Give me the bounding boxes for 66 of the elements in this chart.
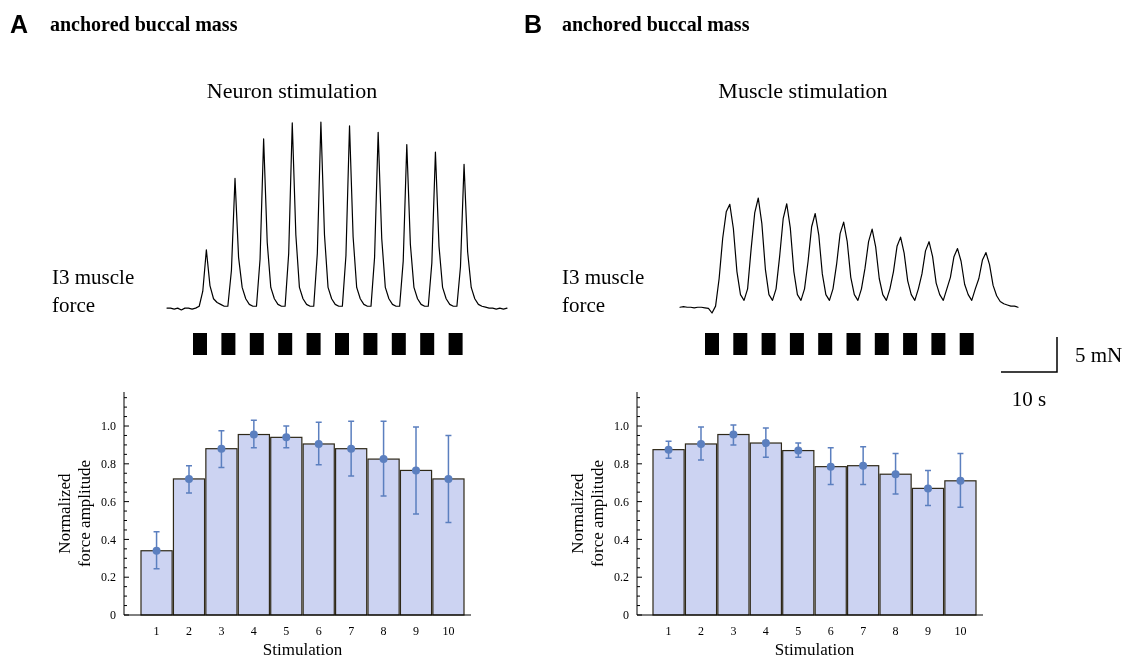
- y-axis-title: I3 muscle force: [52, 265, 135, 317]
- point: [794, 446, 803, 455]
- point: [924, 484, 932, 493]
- x-tick-label: 8: [380, 624, 387, 638]
- y-tick-label: 0.4: [614, 532, 629, 547]
- y-axis-title: Normalized force amplitude: [568, 459, 607, 568]
- text: anchored buccal mass: [562, 13, 750, 35]
- point: [664, 445, 673, 454]
- x-tick-label: 5: [283, 624, 290, 638]
- x-tick-label: 7: [348, 624, 355, 638]
- x-tick-label: 1: [665, 624, 672, 638]
- chart-title: Neuron stimulation: [206, 78, 378, 103]
- point: [152, 546, 161, 555]
- y-tick-label: 0: [110, 608, 116, 623]
- text: anchored buccal mass: [50, 13, 238, 35]
- y-axis-title: Normalized force amplitude: [55, 459, 94, 568]
- point: [891, 470, 900, 479]
- text: 5 mN: [1075, 343, 1123, 367]
- x-tick-label: 6: [827, 624, 834, 638]
- point: [282, 433, 291, 442]
- y-tick-label: 0.6: [614, 494, 629, 509]
- x-tick-label: 4: [250, 624, 257, 638]
- point: [217, 444, 226, 453]
- x-axis-title: Stimulation: [774, 640, 855, 658]
- x-tick-label: 9: [413, 624, 419, 638]
- x-tick-label: 6: [315, 624, 322, 638]
- x-tick-label: 2: [186, 624, 192, 638]
- x-tick-label: 3: [730, 624, 737, 638]
- x-axis-title: Stimulation: [262, 640, 343, 658]
- x-tick-label: 1: [153, 624, 160, 638]
- x-tick-label: 10: [442, 624, 455, 638]
- chart-title: Muscle stimulation: [718, 78, 888, 103]
- point: [412, 466, 420, 475]
- text: 10 s: [1011, 387, 1047, 411]
- x-tick-label: 10: [954, 624, 967, 638]
- point: [826, 462, 835, 471]
- point: [379, 455, 388, 464]
- y-tick-label: 0.8: [614, 457, 629, 472]
- x-tick-label: 7: [860, 624, 867, 638]
- text: A: [10, 10, 29, 38]
- y-tick-label: 1.0: [614, 419, 629, 434]
- point: [185, 474, 193, 483]
- y-tick-label: 0: [623, 608, 629, 623]
- point: [314, 439, 323, 448]
- y-tick-label: 0.2: [614, 570, 629, 585]
- x-tick-label: 8: [892, 624, 899, 638]
- point: [249, 430, 258, 439]
- text: B: [524, 10, 543, 38]
- y-tick-label: 1.0: [101, 419, 116, 434]
- y-tick-label: 0.8: [101, 457, 116, 472]
- x-tick-label: 4: [762, 624, 769, 638]
- point: [697, 439, 705, 448]
- y-tick-label: 0.6: [101, 494, 116, 509]
- point: [761, 439, 770, 448]
- point: [956, 476, 965, 485]
- x-tick-label: 9: [925, 624, 931, 638]
- point: [729, 430, 738, 439]
- x-tick-label: 3: [218, 624, 225, 638]
- point: [444, 474, 453, 483]
- y-tick-label: 0.4: [101, 532, 116, 547]
- point: [347, 444, 356, 453]
- point: [859, 461, 868, 470]
- y-tick-label: 0.2: [101, 570, 116, 585]
- x-tick-label: 2: [698, 624, 704, 638]
- y-axis-title: I3 muscle force: [562, 265, 645, 317]
- x-tick-label: 5: [795, 624, 802, 638]
